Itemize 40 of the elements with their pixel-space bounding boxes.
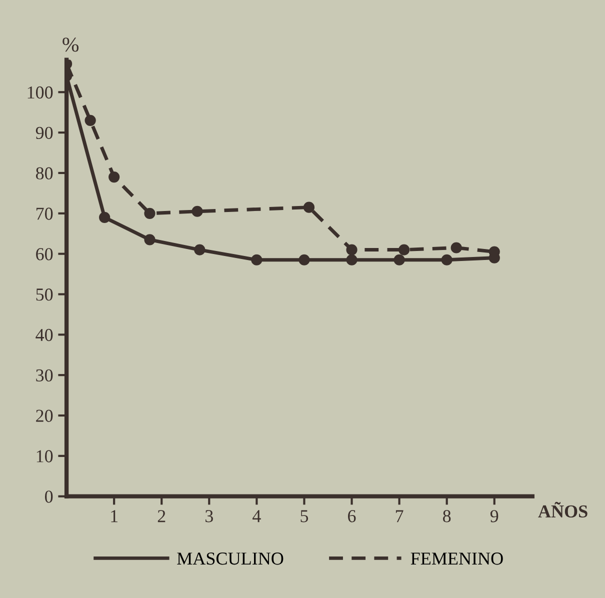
point: [144, 208, 156, 219]
x-tick-label: 1: [111, 510, 118, 522]
point: [144, 234, 156, 246]
y-axis-title: %: [62, 38, 79, 52]
y-tick-label: 80: [36, 167, 53, 180]
x-tick-label: 3: [206, 510, 213, 522]
point: [108, 171, 120, 183]
x-tick-label: 4: [252, 510, 261, 522]
point: [298, 254, 310, 266]
y-tick-label: 10: [36, 450, 53, 462]
x-tick-label: 9: [490, 510, 498, 522]
point: [251, 254, 262, 266]
x-tick-label: 2: [158, 510, 166, 522]
point: [346, 254, 358, 266]
y-tick-label: 70: [36, 208, 53, 220]
point: [84, 114, 96, 126]
y-tick-label: 60: [36, 248, 53, 260]
y-tick-label: 30: [36, 369, 53, 382]
x-tick-label: 5: [300, 510, 308, 522]
point: [394, 254, 405, 266]
point: [192, 206, 203, 217]
y-tick-label: 40: [36, 328, 53, 342]
x-tick-label: 7: [396, 510, 404, 522]
y-tick-label: 100: [28, 86, 53, 99]
y-tick-label: 90: [36, 126, 53, 139]
y-tick-label: 0: [45, 490, 53, 503]
point: [450, 242, 462, 254]
x-axis-title: AÑOS: [538, 502, 588, 518]
y-tick-label: 50: [36, 288, 53, 301]
point: [99, 212, 110, 223]
point: [398, 244, 410, 256]
y-tick-label: 20: [36, 410, 53, 422]
legend-label: FEMENINO: [410, 552, 503, 565]
point: [194, 244, 206, 256]
legend-label: MASCULINO: [177, 552, 284, 565]
x-tick-label: 6: [348, 510, 356, 522]
point: [346, 244, 358, 256]
point: [303, 202, 315, 213]
point: [441, 254, 452, 266]
x-tick-label: 8: [443, 510, 451, 522]
